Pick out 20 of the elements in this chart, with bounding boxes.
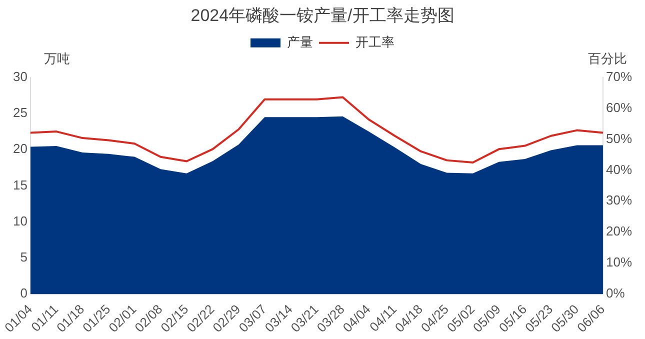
y-tick-label: 25 [12, 105, 28, 120]
y-axis-title: 万吨 [44, 51, 70, 68]
y2-tick-label: 40% [606, 162, 632, 177]
y-tick-label: 30 [12, 68, 28, 84]
y2-tick-label: 50% [606, 130, 632, 146]
chart-title: 2024年磷酸一铵产量/开工率走势图 [190, 6, 454, 25]
y-tick-label: 10 [12, 213, 28, 228]
y-tick-label: 15 [12, 177, 28, 192]
y2-tick-label: 60% [606, 100, 632, 115]
y2-tick-label: 0% [606, 286, 626, 301]
y2-tick-label: 10% [606, 254, 632, 270]
legend-label: 开工率 [356, 34, 394, 50]
y-tick-label: 0 [20, 286, 28, 301]
y2-tick-label: 20% [606, 224, 632, 239]
y-tick-label: 20 [12, 141, 28, 156]
legend-label: 产量 [287, 34, 313, 50]
y2-tick-label: 70% [606, 68, 632, 84]
y-tick-label: 5 [20, 249, 28, 264]
y2-axis-title: 百分比 [588, 51, 627, 68]
y2-tick-label: 30% [606, 192, 632, 208]
